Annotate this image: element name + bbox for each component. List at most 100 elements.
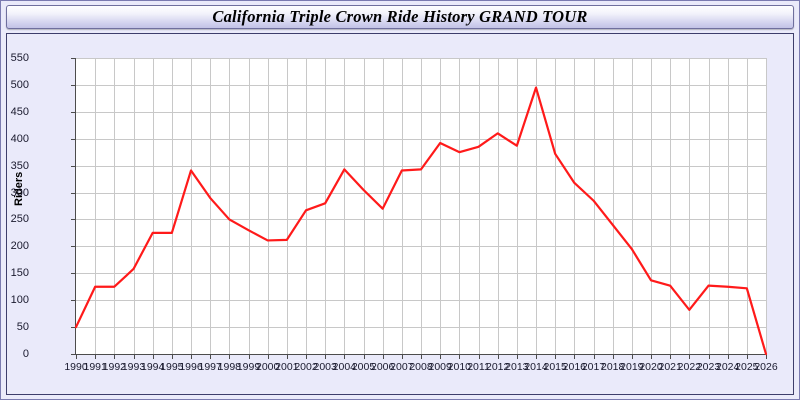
gridline-vertical	[152, 58, 154, 354]
y-axis-tick-label: 100	[10, 294, 29, 307]
gridline-vertical	[248, 58, 250, 354]
y-axis-tick-label: 250	[10, 213, 29, 226]
gridline-vertical	[133, 58, 135, 354]
x-axis-tick-mark	[76, 354, 77, 359]
x-axis-tick-mark	[612, 354, 614, 359]
x-axis-tick-label: 2015	[543, 361, 567, 373]
x-axis-tick-label: 2011	[467, 361, 490, 373]
x-axis-tick-label: 2024	[715, 361, 740, 373]
data-line	[74, 86, 768, 356]
x-axis-tick-label: 2022	[677, 361, 702, 373]
gridline-vertical	[459, 58, 461, 354]
x-axis-tick-label: 2013	[505, 361, 529, 373]
x-axis-tick-mark	[306, 354, 307, 359]
x-axis-tick-mark	[516, 354, 518, 359]
x-axis-tick-label: 1994	[140, 361, 165, 373]
y-axis-tick-label: 0	[22, 348, 29, 360]
x-axis-tick-label: 2020	[639, 361, 663, 373]
x-axis-tick-mark	[708, 354, 710, 359]
x-axis-tick-mark	[210, 354, 212, 359]
gridline-vertical	[306, 58, 307, 354]
gridline-vertical	[612, 58, 614, 354]
x-axis-tick-label: 2002	[294, 361, 318, 373]
y-axis-tick-mark	[71, 246, 76, 248]
x-axis-tick-label: 2007	[390, 361, 414, 373]
gridline-vertical	[478, 58, 480, 354]
chart-panel: Riders 0 50 100 150 200 250 300 350 400 450 500 550…	[6, 33, 794, 395]
x-axis-tick-mark	[536, 354, 537, 359]
gridline-vertical	[171, 58, 173, 354]
x-axis-tick-mark	[325, 354, 327, 359]
y-axis-tick-mark	[71, 273, 76, 275]
y-axis-tick-mark	[71, 84, 76, 86]
gridline-vertical	[440, 58, 442, 354]
gridline-vertical	[344, 58, 346, 354]
y-axis-tick-label: 50	[16, 321, 29, 334]
plot-area: 0 50 100 150 200 250 300 350 400 450 500 550 1990 19…	[11, 52, 778, 373]
gridline-vertical	[267, 58, 269, 354]
x-axis-tick-mark	[152, 354, 154, 359]
x-axis-tick-label: 2010	[447, 361, 472, 373]
gridline-vertical	[363, 58, 365, 354]
x-axis-tick-mark	[574, 354, 576, 359]
x-axis-tick-label: 2009	[428, 361, 452, 373]
y-axis-tick-mark	[71, 300, 76, 302]
gridline-vertical	[631, 58, 633, 354]
x-axis-tick-label: 1998	[217, 361, 242, 373]
x-axis-tick-mark	[478, 354, 480, 359]
x-axis-tick-mark	[689, 354, 691, 359]
x-axis-tick-label: 2023	[696, 361, 721, 373]
x-axis-tick-mark	[95, 354, 97, 359]
x-axis-tick-label: 2018	[600, 361, 625, 373]
x-axis-tick-mark	[746, 354, 748, 359]
y-axis-tick-label: 500	[10, 78, 29, 91]
y-axis-tick-mark	[71, 192, 76, 194]
y-axis-tick-mark	[71, 219, 76, 221]
x-axis-tick-label: 2025	[735, 361, 759, 373]
x-axis-tick-label: 1990	[64, 361, 88, 373]
y-axis-tick-mark	[71, 327, 76, 329]
gridline-vertical	[689, 58, 691, 354]
gridline-vertical	[536, 58, 537, 354]
gridline-vertical	[555, 58, 557, 354]
x-axis-tick-mark	[440, 354, 442, 359]
window-title-bar: California Triple Crown Ride History GRA…	[6, 5, 794, 29]
x-axis-tick-mark	[344, 354, 346, 359]
gridline-vertical	[574, 58, 576, 354]
x-axis-tick-mark	[248, 354, 250, 359]
gridline-vertical	[421, 58, 422, 354]
x-axis-tick-mark	[670, 354, 672, 359]
x-axis-tick-label: 2001	[275, 361, 299, 373]
gridline-vertical	[516, 58, 518, 354]
gridline-vertical	[286, 58, 288, 354]
gridline-vertical	[401, 58, 403, 354]
gridline-vertical	[651, 58, 652, 354]
x-axis-tick-label: 1996	[179, 361, 203, 373]
y-axis-tick-mark	[71, 165, 76, 167]
gridline-vertical	[708, 58, 710, 354]
gridline-vertical	[325, 58, 327, 354]
x-axis-tick-label: 2005	[351, 361, 376, 373]
x-axis-tick-label: 2026	[754, 361, 778, 373]
gridline-vertical	[497, 58, 499, 354]
y-axis-tick-label: 400	[10, 132, 29, 145]
y-axis-tick-mark	[71, 138, 76, 140]
gridline-vertical	[746, 58, 748, 354]
x-axis-tick-mark	[593, 354, 595, 359]
x-axis-tick-mark	[727, 354, 729, 359]
gridline-vertical	[229, 58, 231, 354]
y-axis-tick-label: 200	[10, 240, 29, 253]
x-axis-tick-label: 2017	[581, 361, 606, 373]
x-axis-tick-label: 2012	[485, 361, 510, 373]
gridline-vertical	[210, 58, 212, 354]
gridline-vertical	[191, 58, 192, 354]
x-axis-tick-label: 2000	[255, 361, 280, 373]
x-axis-tick-mark	[363, 354, 365, 359]
x-axis-tick-label: 2004	[332, 361, 357, 373]
x-axis-tick-mark	[651, 354, 652, 359]
gridline-vertical	[114, 58, 116, 354]
series-line-riders	[74, 86, 768, 356]
x-axis-tick-label: 1991	[83, 361, 107, 373]
x-axis-tick-mark	[421, 354, 422, 359]
